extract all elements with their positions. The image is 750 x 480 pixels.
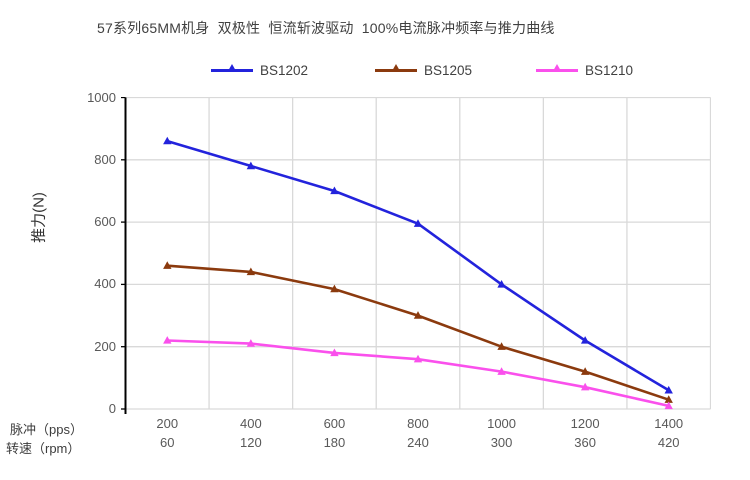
x-tick-label: 420 (657, 435, 680, 450)
x-tick-label: 400 (239, 416, 262, 431)
legend-marker-icon (211, 64, 253, 75)
data-point-marker (246, 339, 256, 347)
x-tick-label: 600 (323, 416, 346, 431)
y-axis-title: 推力(N) (30, 192, 48, 243)
y-tick-label: 600 (94, 214, 116, 230)
data-point-marker (497, 367, 506, 375)
data-point-marker (163, 261, 172, 269)
x-axis-row-label-pps: 脉冲（pps） (10, 422, 83, 437)
data-point-marker (413, 311, 423, 319)
x-tick-label: 120 (239, 435, 262, 450)
data-point-marker (163, 136, 172, 145)
data-point-marker (246, 161, 256, 170)
data-point-marker (330, 348, 339, 357)
data-point-marker (497, 280, 506, 288)
data-point-marker (497, 342, 506, 350)
x-tick-label: 800 (407, 416, 429, 431)
y-tick-label: 800 (94, 151, 116, 167)
legend-marker-icon (536, 64, 578, 75)
data-point-marker (664, 385, 673, 394)
x-tick-label: 180 (323, 435, 346, 450)
legend-label: BS1202 (260, 62, 309, 78)
y-tick-label: 0 (108, 401, 116, 416)
legend-label: BS1205 (424, 62, 473, 78)
data-point-marker (664, 401, 673, 410)
data-point-marker (330, 186, 339, 195)
series-BS1205 (163, 261, 673, 403)
data-point-marker (580, 382, 590, 391)
data-point-marker (246, 267, 256, 276)
legend-marker-icon (375, 64, 417, 75)
y-tick-label: 1000 (87, 89, 116, 105)
series-BS1210 (163, 336, 673, 410)
y-axis-line (121, 97, 127, 414)
data-point-marker (163, 336, 172, 344)
x-tick-label: 60 (160, 435, 175, 450)
x-tick-label: 1200 (570, 416, 600, 431)
legend-item-BS1202: BS1202 (211, 62, 308, 78)
x-tick-label: 1000 (487, 416, 517, 431)
data-point-marker (664, 395, 673, 403)
x-tick-label: 360 (574, 435, 596, 450)
data-point-marker (580, 367, 590, 375)
data-point-marker (330, 284, 339, 293)
data-point-marker (413, 354, 423, 363)
legend-item-BS1210: BS1210 (536, 62, 633, 78)
x-tick-label: 240 (407, 435, 429, 450)
x-tick-label: 200 (156, 416, 179, 431)
x-tick-label: 1400 (654, 416, 684, 431)
series-BS1202 (163, 136, 673, 394)
plot-area (121, 97, 711, 414)
x-axis-row-label-rpm: 转速（rpm） (6, 441, 81, 456)
x-tick-label: 300 (490, 435, 513, 450)
chart-title: 57系列65MM机身 双极性 恒流斩波驱动 100%电流脉冲频率与推力曲线 (97, 20, 555, 36)
data-point-marker (580, 336, 590, 344)
legend-label: BS1210 (585, 62, 634, 78)
legend-item-BS1205: BS1205 (375, 62, 472, 78)
y-tick-label: 400 (94, 276, 116, 292)
y-tick-label: 200 (94, 338, 116, 354)
data-point-marker (413, 219, 423, 227)
